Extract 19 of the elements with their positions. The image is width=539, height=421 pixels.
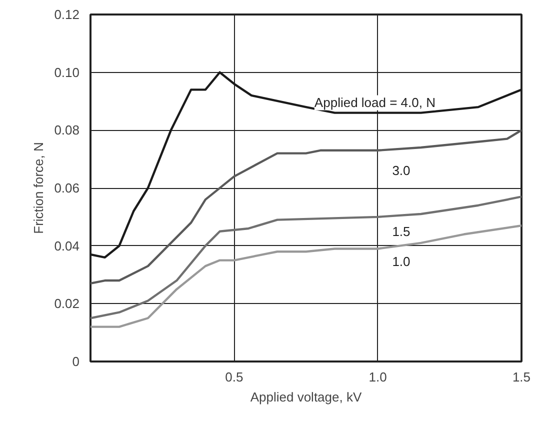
y-tick-label: 0.10 xyxy=(54,64,80,80)
x-tick-label: 0.5 xyxy=(225,370,244,384)
x-axis-title: Applied voltage, kV xyxy=(250,390,362,404)
line-series xyxy=(90,196,522,320)
y-tick-label: 0.08 xyxy=(54,122,80,138)
series-label: Applied load = 4.0, N xyxy=(314,95,436,110)
y-tick-label: 0.02 xyxy=(54,296,80,312)
y-tick-label: 0.06 xyxy=(54,180,80,196)
y-tick-label: 0.04 xyxy=(54,238,80,254)
line-series xyxy=(90,129,522,285)
y-tick-label: 0.12 xyxy=(54,7,80,22)
y-axis-title: Friction force, N xyxy=(31,142,46,234)
series-label: 1.0 xyxy=(392,254,410,270)
y-tick-label: 0 xyxy=(72,354,80,369)
series-label: 3.0 xyxy=(392,163,410,178)
series-label: 1.5 xyxy=(392,224,410,239)
line-series xyxy=(90,224,522,328)
x-tick-label: 1.5 xyxy=(512,370,531,384)
x-tick-label: 1.0 xyxy=(368,370,387,384)
